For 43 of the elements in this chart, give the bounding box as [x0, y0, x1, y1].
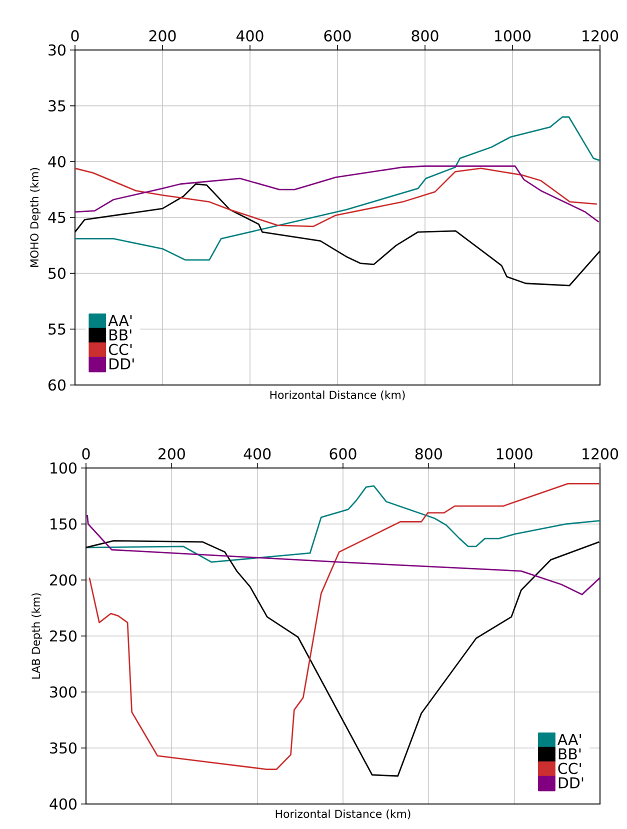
y-tick-label: 50: [48, 268, 66, 279]
x-tick-label: 400: [244, 448, 271, 460]
x-tick-label: 1000: [496, 448, 532, 460]
y-tick-label: 60: [48, 379, 66, 391]
y-tick-label: 350: [50, 742, 76, 754]
x-tick-label: 1000: [495, 30, 531, 42]
legend-label: CC': [558, 762, 581, 774]
y-axis-title: LAB Depth (km): [32, 593, 42, 679]
x-tick-label: 600: [324, 30, 351, 42]
y-tick-label: 150: [50, 518, 76, 530]
x-tick-label: 200: [149, 30, 176, 42]
y-tick-label: 30: [48, 44, 66, 56]
line-series: [86, 514, 600, 596]
x-tick-label: 1200: [582, 30, 618, 42]
legend-label: AA': [108, 315, 132, 326]
legend-label: AA': [558, 734, 581, 745]
y-tick-label: 300: [50, 686, 76, 698]
y-tick-label: 55: [48, 324, 66, 335]
legend-label: BB': [558, 748, 581, 760]
x-tick-label: 400: [236, 30, 264, 42]
line-series: [75, 116, 600, 261]
y-tick-label: 100: [50, 462, 76, 474]
y-tick-label: 40: [48, 156, 66, 168]
x-axis-title: Horizontal Distance (km): [276, 810, 410, 820]
y-tick-label: 250: [50, 630, 76, 642]
x-tick-label: 0: [71, 30, 79, 42]
x-axis-title: Horizontal Distance (km): [270, 390, 405, 400]
x-tick-label: 800: [415, 448, 442, 460]
y-tick-label: 45: [48, 212, 66, 224]
line-series: [86, 485, 600, 563]
y-axis-title: MOHO Depth (km): [30, 168, 41, 267]
x-tick-label: 0: [82, 448, 90, 460]
legend-label: DD': [558, 777, 584, 788]
y-tick-label: 400: [50, 798, 76, 810]
legend-label: BB': [110, 329, 132, 340]
x-tick-label: 600: [330, 448, 356, 460]
legend-label: DD': [110, 358, 134, 370]
y-tick-label: 35: [48, 100, 66, 112]
legend-label: CC': [108, 344, 132, 356]
x-tick-label: 1200: [582, 448, 618, 460]
x-tick-label: 200: [158, 448, 185, 460]
x-tick-label: 800: [412, 30, 438, 42]
y-tick-label: 200: [50, 574, 76, 586]
